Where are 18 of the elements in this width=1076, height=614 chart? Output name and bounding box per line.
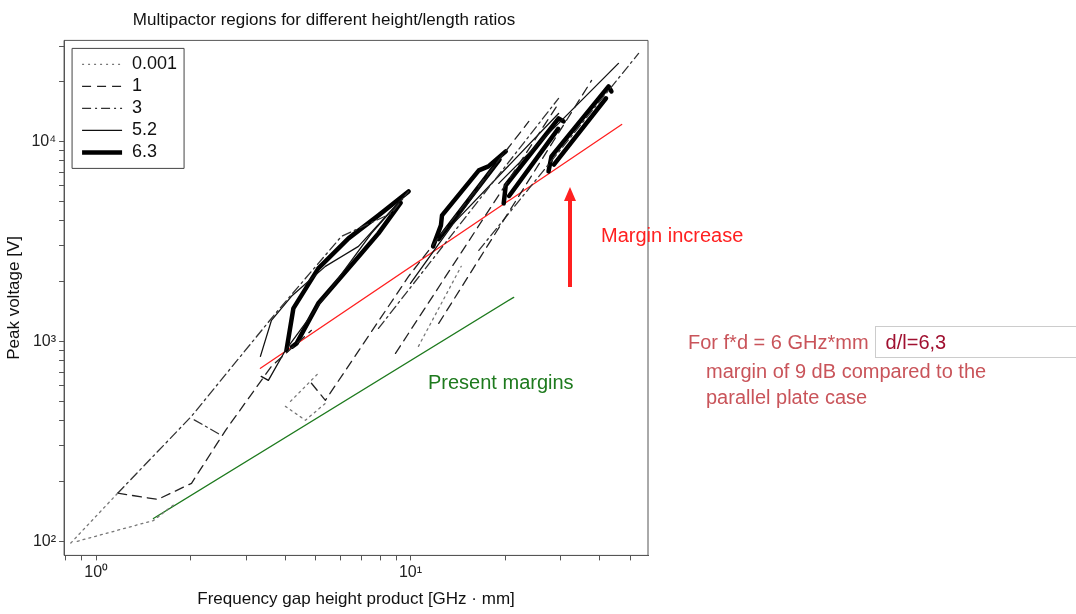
- x-tick-label: 10⁰: [84, 563, 109, 581]
- y-tick-label: 10³: [32, 331, 57, 349]
- legend-label: 0.001: [132, 53, 178, 74]
- text: d/l=6,3: [874, 326, 1076, 358]
- y-tick-label: 10²: [32, 531, 57, 549]
- x-axis-title: Frequency gap height product [GHz · mm]: [197, 589, 515, 609]
- x-tick-label: 10¹: [398, 563, 423, 581]
- annotation: Present margins: [428, 370, 574, 394]
- legend-label: 3: [132, 97, 143, 118]
- text: margin of 9 dB compared to the parallel plate case: [705, 359, 988, 410]
- chart-title: Multipactor regions for different height/length ratios: [132, 9, 516, 29]
- legend-label: 1: [132, 75, 143, 96]
- y-tick-label: 10⁴: [31, 131, 57, 149]
- y-axis-title: Peak voltage [V]: [3, 235, 23, 360]
- annotation: Margin increase: [601, 223, 744, 247]
- legend-label: 5.2: [132, 119, 158, 140]
- text: For f*d = 6 GHz*mm: [688, 330, 869, 355]
- legend-label: 6.3: [132, 141, 158, 162]
